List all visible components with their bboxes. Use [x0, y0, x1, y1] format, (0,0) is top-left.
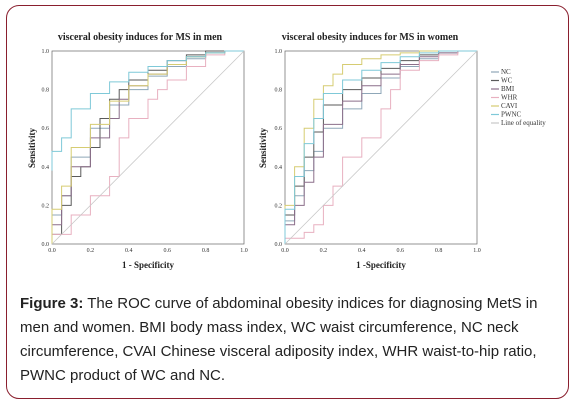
x-tick-label: 1.0	[240, 248, 248, 254]
chart-men-ticks: 0.0 0.2 0.4 0.6 0.8 1.0 0.0 0.2 0.4 0.6 0.8 1.0	[42, 49, 248, 254]
roc-charts-svg: visceral obesity induces for MS in men 0…	[27, 32, 546, 270]
chart-women-series	[284, 50, 478, 245]
legend-label: NC	[501, 68, 511, 76]
chart-men-title: visceral obesity induces for MS in men	[58, 32, 223, 43]
figure-frame	[6, 5, 569, 399]
chart-men: visceral obesity induces for MS in men 0…	[27, 32, 248, 270]
y-tick-label: 0.4	[42, 165, 50, 171]
x-tick-label: 0.0	[48, 248, 56, 254]
legend-label: PWNC	[501, 111, 522, 119]
series-line-whr	[284, 50, 477, 244]
x-tick-label: 0.8	[202, 248, 210, 254]
chart-men-series	[51, 50, 245, 245]
legend-label: BMI	[501, 85, 515, 93]
y-tick-label: 1.0	[275, 49, 283, 55]
chart-men-xlabel: 1 - Specificity	[122, 260, 174, 270]
y-tick-label: 0.2	[42, 203, 50, 209]
y-tick-label: 0.6	[42, 126, 50, 132]
chart-men-ylabel: Sensitivity	[27, 128, 37, 169]
roc-figure: visceral obesity induces for MS in men 0…	[24, 28, 554, 278]
y-tick-label: 0.4	[275, 165, 283, 171]
legend-label: WC	[501, 77, 513, 85]
x-tick-label: 0.6	[396, 248, 404, 254]
caption-lead: Figure 3:	[20, 295, 84, 312]
series-line-wc	[284, 50, 477, 244]
x-tick-label: 0.2	[87, 248, 95, 254]
x-tick-label: 0.4	[358, 248, 366, 254]
x-tick-label: 1.0	[473, 248, 481, 254]
series-line-pwnc	[284, 50, 477, 244]
caption-text: The ROC curve of abdominal obesity indic…	[20, 295, 538, 384]
x-tick-label: 0.8	[435, 248, 443, 254]
y-tick-label: 1.0	[42, 49, 50, 55]
x-tick-label: 0.0	[281, 248, 289, 254]
legend-label: WHR	[501, 94, 518, 102]
legend-label: CAVI	[501, 102, 518, 110]
y-tick-label: 0.0	[42, 242, 50, 248]
y-tick-label: 0.2	[275, 203, 283, 209]
series-line-line-of-equality	[51, 50, 245, 245]
y-tick-label: 0.8	[275, 88, 283, 94]
series-line-whr	[51, 50, 244, 244]
chart-women-title: visceral obesity induces for MS in women	[282, 32, 459, 43]
series-line-pwnc	[51, 50, 244, 171]
figure-caption: Figure 3: The ROC curve of abdominal obe…	[20, 292, 560, 388]
y-tick-label: 0.6	[275, 126, 283, 132]
x-tick-label: 0.4	[125, 248, 133, 254]
x-tick-label: 0.2	[320, 248, 328, 254]
legend-label: Line of equality	[501, 119, 546, 127]
chart-women: visceral obesity induces for MS in women…	[258, 32, 481, 270]
chart-women-xlabel: 1 -Specificity	[356, 260, 406, 270]
y-tick-label: 0.0	[275, 242, 283, 248]
y-tick-label: 0.8	[42, 88, 50, 94]
series-line-line-of-equality	[284, 50, 478, 245]
chart-women-ylabel: Sensitivity	[258, 128, 268, 169]
chart-women-ticks: 0.0 0.2 0.4 0.6 0.8 1.0 0.0 0.2 0.4 0.6 0.8 1.0	[275, 49, 481, 254]
x-tick-label: 0.6	[163, 248, 171, 254]
